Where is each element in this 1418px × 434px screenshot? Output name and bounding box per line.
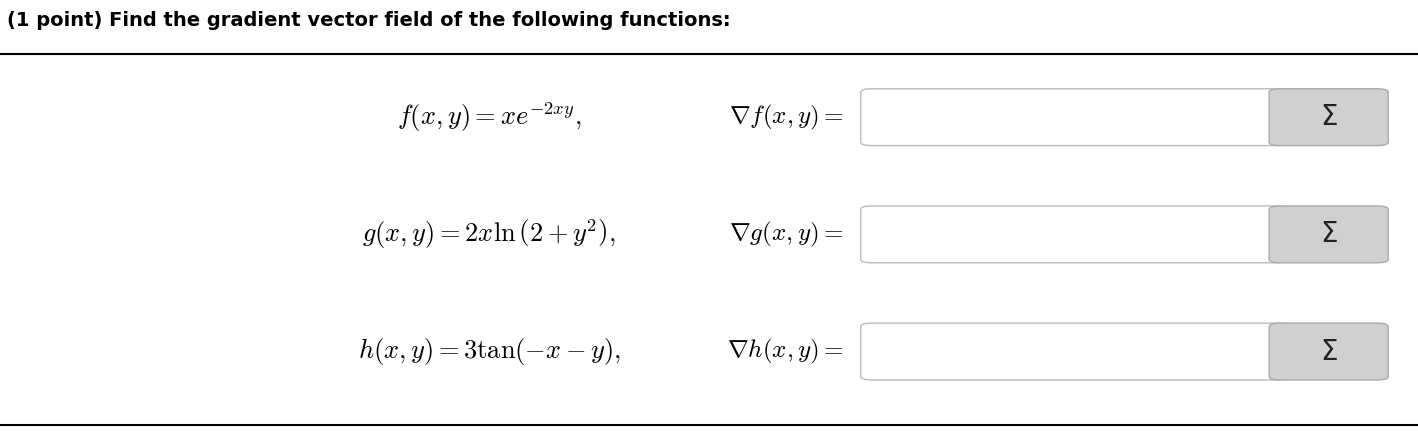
FancyBboxPatch shape bbox=[861, 206, 1288, 263]
Text: $\nabla g(x, y) =$: $\nabla g(x, y) =$ bbox=[729, 220, 844, 249]
FancyBboxPatch shape bbox=[861, 323, 1288, 380]
Text: (1 point) Find the gradient vector field of the following functions:: (1 point) Find the gradient vector field… bbox=[7, 11, 730, 30]
Text: $h(x, y) = 3\tan(-x - y),$: $h(x, y) = 3\tan(-x - y),$ bbox=[357, 336, 621, 367]
Text: $f(x, y) = xe^{-2xy},$: $f(x, y) = xe^{-2xy},$ bbox=[397, 100, 581, 134]
Text: $\Sigma$: $\Sigma$ bbox=[1320, 220, 1337, 248]
FancyBboxPatch shape bbox=[1269, 323, 1388, 380]
Text: $g(x, y) = 2x\ln\left(2 + y^2\right),$: $g(x, y) = 2x\ln\left(2 + y^2\right),$ bbox=[363, 217, 615, 251]
Text: $\Sigma$: $\Sigma$ bbox=[1320, 103, 1337, 131]
FancyBboxPatch shape bbox=[1269, 206, 1388, 263]
Text: $\nabla h(x, y) =$: $\nabla h(x, y) =$ bbox=[727, 337, 844, 366]
FancyBboxPatch shape bbox=[1269, 89, 1388, 146]
FancyBboxPatch shape bbox=[861, 89, 1288, 146]
Text: $\nabla f(x, y) =$: $\nabla f(x, y) =$ bbox=[729, 102, 844, 132]
Text: $\Sigma$: $\Sigma$ bbox=[1320, 338, 1337, 365]
